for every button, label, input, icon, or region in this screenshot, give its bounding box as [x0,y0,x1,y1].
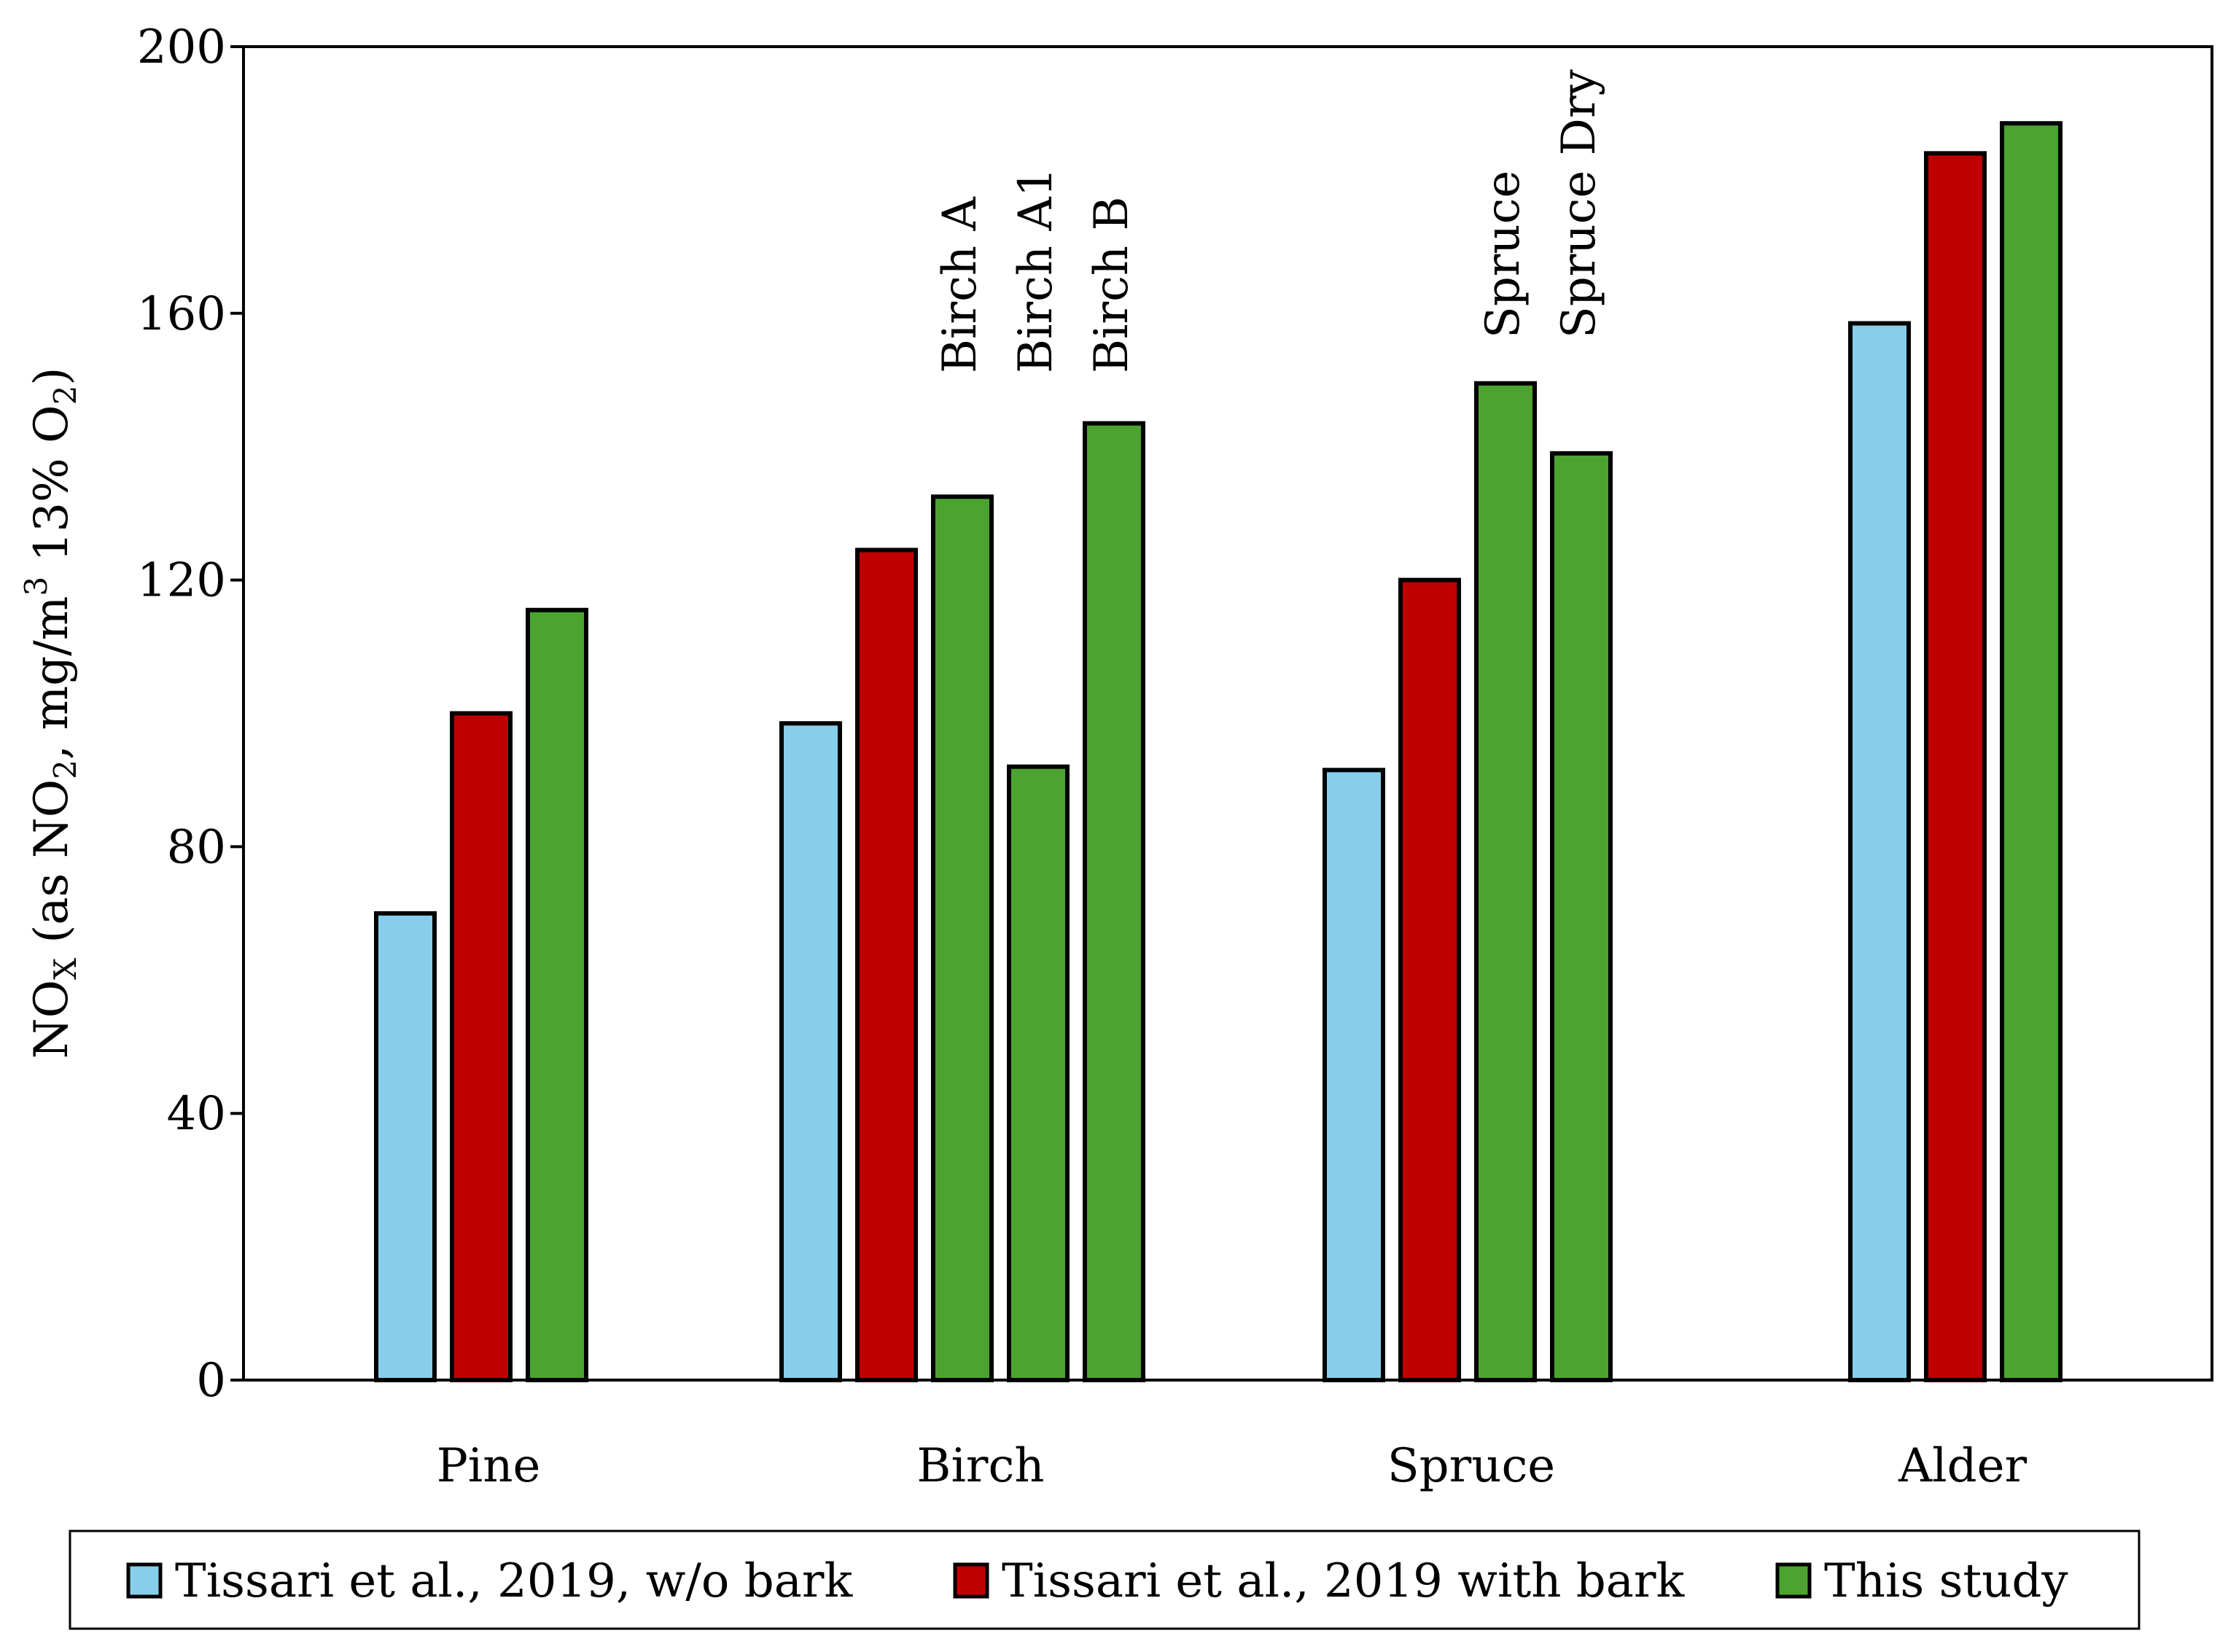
legend-swatch [126,1562,163,1599]
x-category-label: Pine [437,1439,541,1493]
bar-label: Spruce Dry [1552,69,1606,338]
y-tick-label: 200 [137,20,226,74]
bar-alder-2 [2000,121,2063,1383]
x-category-label: Spruce [1387,1439,1555,1493]
x-axis-category-labels: Pine Birch Spruce Alder [437,1439,2028,1493]
bar-birch-3 [1007,764,1070,1383]
bars-layer [374,121,2063,1383]
y-axis-ticks: 0 40 80 120 160 200 [137,20,244,1408]
legend-label: This study [1824,1554,2068,1608]
y-axis-label: NOX (as NO2, mg/m3 13% O2) [18,367,83,1059]
bar-spruce-3 [1550,451,1613,1382]
y-tick-label: 40 [167,1087,226,1141]
bar-label: Spruce [1476,171,1530,338]
legend-label: Tissari et al., 2019 with bark [1002,1554,1685,1608]
x-category-label: Alder [1898,1439,2028,1493]
bar-label: Birch A1 [1009,168,1063,373]
bar-label: Birch B [1085,196,1139,373]
bar-pine-0 [374,911,437,1382]
y-tick-label: 80 [167,820,226,874]
legend-label: Tissari et al., 2019, w/o bark [175,1554,854,1608]
bar-alder-0 [1848,321,1911,1383]
bar-pine-1 [450,711,513,1382]
legend: Tissari et al., 2019, w/o bark Tissari et… [126,1554,2068,1608]
bar-alder-1 [1924,151,1987,1383]
bar-spruce-1 [1398,577,1461,1382]
y-tick-label: 120 [137,554,226,608]
bar-spruce-2 [1474,381,1537,1382]
legend-swatch [1775,1562,1812,1599]
bar-birch-0 [779,721,842,1382]
bar-birch-4 [1083,421,1145,1382]
bar-annotation-labels: Birch A Birch A1 Birch B Spruce Spruce Dry [933,69,1606,373]
legend-swatch [953,1562,989,1599]
bar-label: Birch A [933,197,987,374]
y-tick-label: 0 [196,1354,226,1408]
bar-birch-2 [931,494,994,1382]
bar-spruce-0 [1323,768,1385,1383]
x-category-label: Birch [916,1439,1044,1493]
bar-pine-2 [526,607,588,1383]
bar-birch-1 [855,548,918,1382]
y-tick-label: 160 [137,287,226,341]
